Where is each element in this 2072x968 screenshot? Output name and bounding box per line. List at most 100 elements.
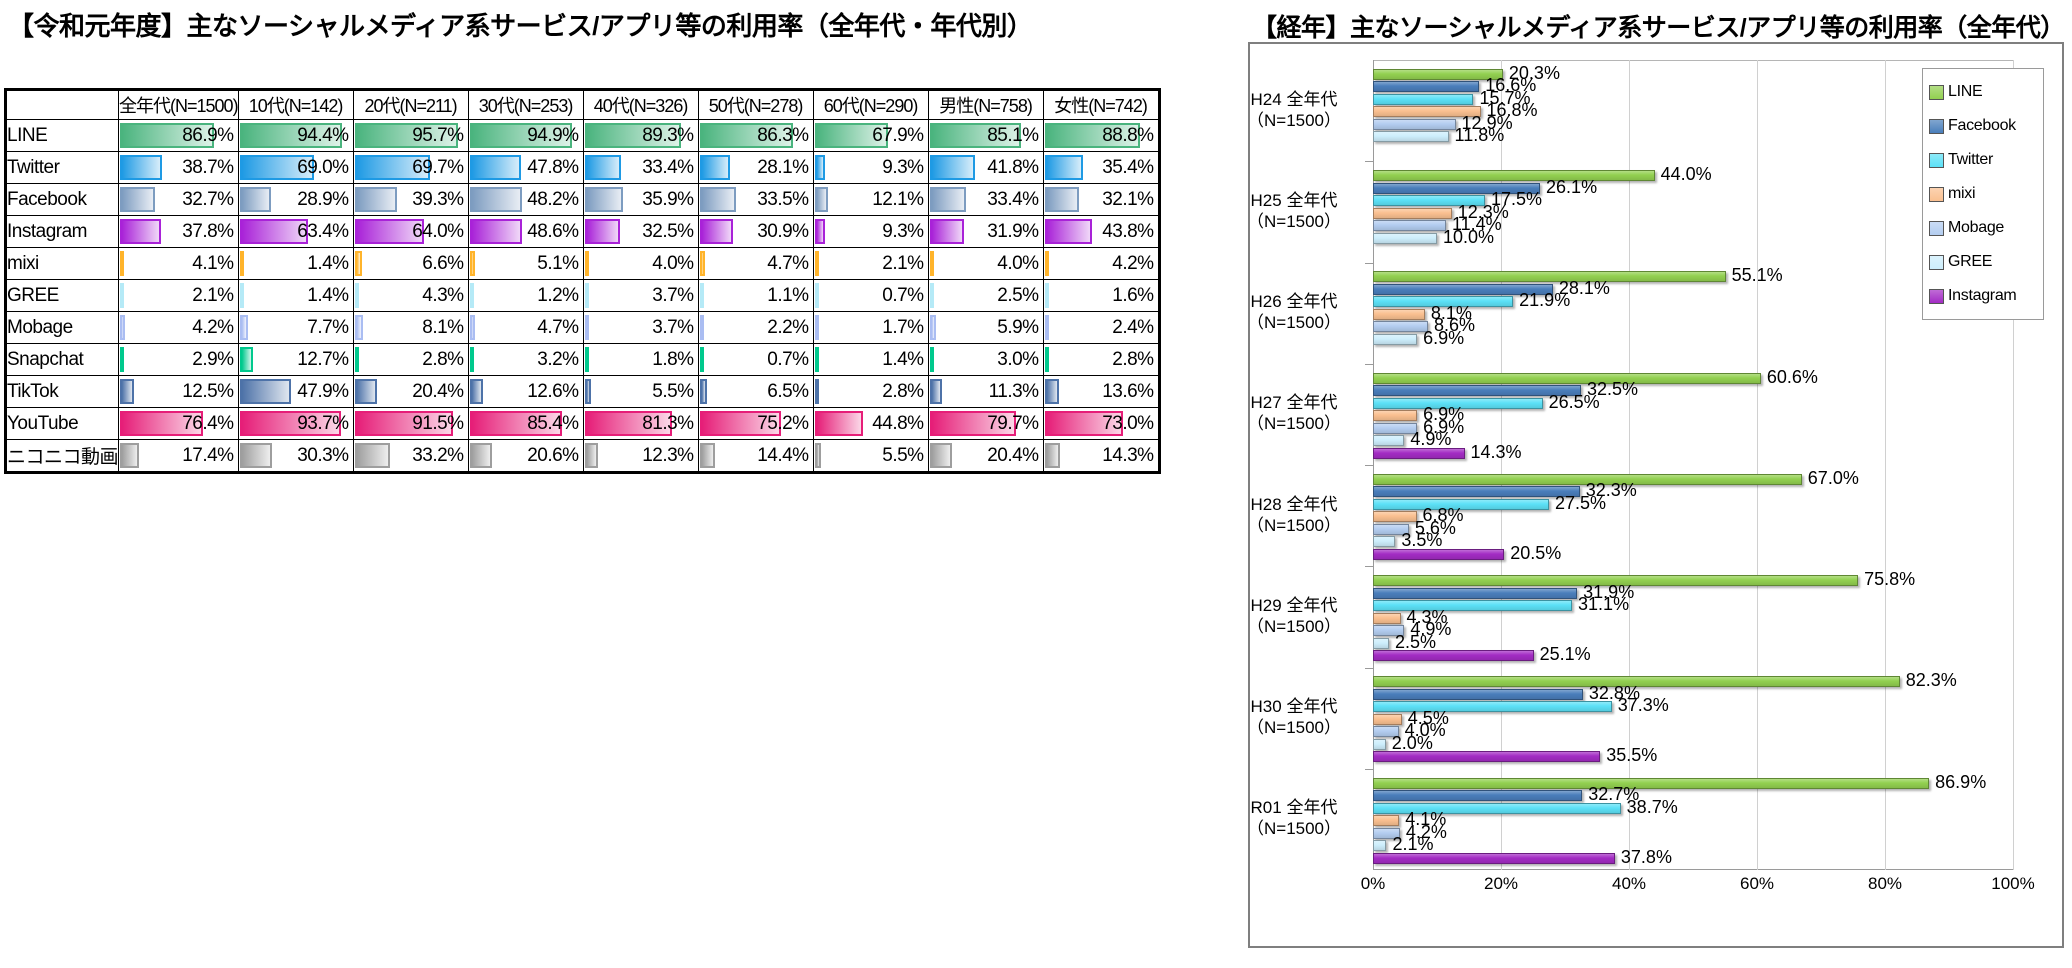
bar-row: 2.1% <box>1373 834 2013 854</box>
table-cell: 33.2% <box>352 439 469 473</box>
cell-bar <box>239 219 309 244</box>
cell-bar <box>354 315 364 340</box>
bar-facebook <box>1373 790 1583 802</box>
cell-bar <box>1044 219 1092 244</box>
category-label-line: H24 全年代 <box>1250 89 1338 109</box>
bar-mobage <box>1373 827 1400 839</box>
legend-item-line[interactable]: LINE <box>1929 75 2039 109</box>
table-cell: 73.0% <box>1042 407 1160 440</box>
x-axis-tick-label: 80% <box>1867 874 1903 893</box>
legend-item-mobage[interactable]: Mobage <box>1929 211 2039 245</box>
table-cell: 11.3% <box>927 375 1044 408</box>
cell-bar <box>469 123 573 148</box>
bar-gree <box>1373 232 1437 244</box>
legend-item-mixi[interactable]: mixi <box>1929 177 2039 211</box>
cell-bar <box>814 283 819 308</box>
bar-value-label: 37.3% <box>1617 695 1669 716</box>
legend-item-instagram[interactable]: Instagram <box>1929 279 2039 313</box>
row-label-ニコニコ動画: ニコニコ動画 <box>4 439 120 473</box>
bar-row: 4.9% <box>1373 429 2013 449</box>
bar-instagram <box>1373 447 1465 459</box>
cell-bar <box>469 443 492 468</box>
bar-value-label: 4.9% <box>1410 429 1452 450</box>
axis-tick <box>1365 465 1373 466</box>
bar-row: 6.8% <box>1373 505 2013 525</box>
table-cell: 2.8% <box>812 375 929 408</box>
table-cell: 67.9% <box>812 119 929 152</box>
cell-bar <box>469 283 474 308</box>
table-cell: 28.9% <box>237 183 354 216</box>
bar-line <box>1373 473 1802 485</box>
table-cell: 85.1% <box>927 119 1044 152</box>
table-row: Twitter 38.7% 69.0% 69.7% 47.8% 33.4% 28.1% 9.3… <box>4 151 1160 184</box>
cell-bar <box>814 379 819 404</box>
cell-value: 2.8% <box>1112 349 1154 370</box>
cell-bar <box>469 155 522 180</box>
category-label-line: （N=1500） <box>1246 718 1342 738</box>
legend-swatch-icon <box>1929 254 1944 270</box>
cell-value: 69.7% <box>412 157 464 178</box>
cell-bar <box>814 187 828 212</box>
bar-twitter <box>1373 600 1573 612</box>
cell-value: 4.7% <box>767 253 809 274</box>
category-label-line: （N=1500） <box>1246 616 1342 636</box>
bar-line <box>1373 68 1503 80</box>
cell-bar <box>584 283 589 308</box>
legend-item-twitter[interactable]: Twitter <box>1929 143 2039 177</box>
table-cell: 48.6% <box>467 215 584 248</box>
cell-value: 89.3% <box>642 125 694 146</box>
table-cell: 3.7% <box>582 279 699 312</box>
bar-value-label: 32.3% <box>1585 480 1637 501</box>
table-cell: 4.0% <box>927 247 1044 280</box>
table-cell: 94.4% <box>237 119 354 152</box>
legend-item-facebook[interactable]: Facebook <box>1929 109 2039 143</box>
cell-bar <box>699 251 705 276</box>
category-label: H26 全年代 （N=1500） <box>1229 291 1359 333</box>
cell-bar <box>354 379 377 404</box>
table-cell: 93.7% <box>237 407 354 440</box>
table-cell: 2.8% <box>352 343 469 376</box>
bar-instagram <box>1373 852 1615 864</box>
cell-bar <box>1044 379 1060 404</box>
bar-value-label: 17.5% <box>1491 189 1543 210</box>
category-label-line: H25 全年代 <box>1250 190 1338 210</box>
cell-bar <box>1044 123 1141 148</box>
bar-value-label: 44.0% <box>1660 164 1712 185</box>
cell-value: 28.9% <box>297 189 349 210</box>
gridline <box>1757 60 1758 870</box>
category-label: H27 全年代 （N=1500） <box>1229 392 1359 434</box>
chart-category-group: H24 全年代 （N=1500） 20.3% 16.6% 15.7% 16.8% 12.9%… <box>1247 60 2013 161</box>
bar-value-label: 5.6% <box>1414 517 1456 538</box>
cell-bar <box>699 187 736 212</box>
category-label-line: （N=1500） <box>1246 313 1342 333</box>
bar-line <box>1373 372 1761 384</box>
trend-chart-panel: H24 全年代 （N=1500） 20.3% 16.6% 15.7% 16.8% 12.9%… <box>1247 42 2064 948</box>
column-header: 30代(N=253) <box>467 89 584 120</box>
bar-row: 8.1% <box>1373 303 2013 323</box>
cell-value: 47.9% <box>297 381 349 402</box>
bar-value-label: 82.3% <box>1905 670 1957 691</box>
cell-bar <box>354 219 424 244</box>
chart-category-group: H28 全年代 （N=1500） 67.0% 32.3% 27.5% 6.8% 5.6% 3.… <box>1247 465 2013 566</box>
table-row: Facebook 32.7% 28.9% 39.3% 48.2% 35.9% 33.5% 12… <box>4 183 1160 216</box>
category-label-line: H27 全年代 <box>1250 393 1338 413</box>
table-cell: 86.3% <box>697 119 814 152</box>
table-cell: 12.5% <box>118 375 239 408</box>
bar-facebook <box>1373 283 1553 295</box>
row-label-tiktok: TikTok <box>4 375 120 408</box>
cell-value: 20.4% <box>412 381 464 402</box>
table-cell: 35.9% <box>582 183 699 216</box>
cell-value: 48.2% <box>527 189 579 210</box>
cell-value: 47.8% <box>527 157 579 178</box>
table-cell: 30.3% <box>237 439 354 473</box>
bar-instagram <box>1373 548 1505 560</box>
table-cell: 20.4% <box>927 439 1044 473</box>
category-label: R01 全年代 （N=1500） <box>1229 797 1359 839</box>
cell-bar <box>239 283 244 308</box>
right-chart-title: 【経年】主なソーシャルメディア系サービス/アプリ等の利用率（全年代） <box>1252 14 2065 42</box>
legend-item-gree[interactable]: GREE <box>1929 245 2039 279</box>
legend-swatch-icon <box>1929 186 1944 202</box>
bar-value-label: 6.9% <box>1423 327 1465 348</box>
cell-value: 76.4% <box>182 413 234 434</box>
cell-value: 37.8% <box>182 221 234 242</box>
